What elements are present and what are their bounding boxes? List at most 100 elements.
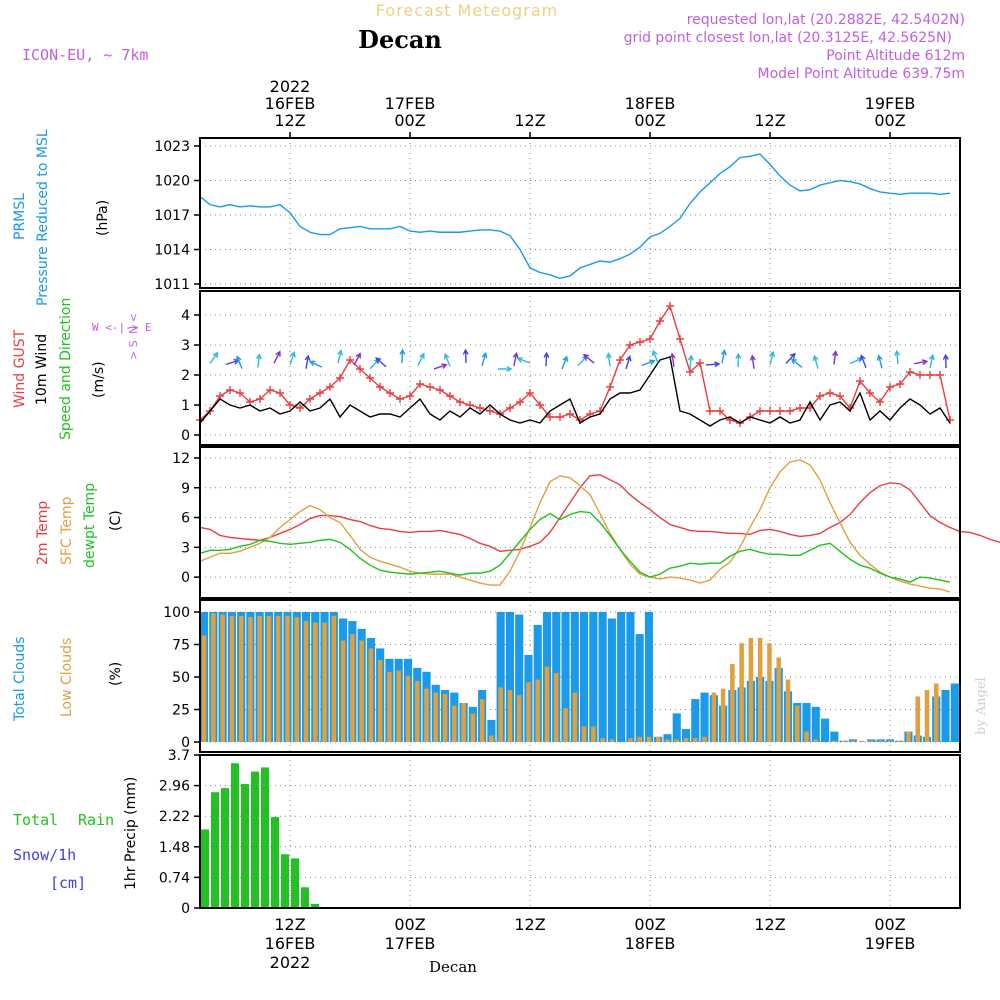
wind-arrow (705, 363, 720, 366)
wind-gust-marker (826, 389, 834, 397)
y-tick-label: 12 (172, 451, 190, 467)
cloud-low-bar (794, 705, 800, 742)
cloud-total-bar (589, 612, 598, 742)
cloud-total-bar (607, 618, 616, 742)
cloud-low-bar (322, 622, 327, 742)
location-title: Decan (358, 25, 442, 54)
y-tick-label: 0 (181, 570, 190, 586)
wind-arrow (785, 353, 796, 364)
cloud-total-bar (672, 713, 681, 742)
wind-gust-marker (616, 356, 624, 364)
wind-arrow (849, 357, 863, 365)
cloud-low-bar (859, 740, 865, 742)
cloud-low-bar (433, 692, 439, 742)
wind-gust-marker (296, 404, 304, 412)
wind-arrowhead (789, 352, 796, 359)
precip-bar (221, 788, 229, 908)
wind-arrowhead (308, 360, 316, 367)
wind-gust-marker (536, 401, 544, 409)
precip-bar (231, 763, 239, 908)
wind-gust-marker (476, 404, 484, 412)
wind-gust-marker (366, 374, 374, 382)
label-low-clouds: Low Clouds (59, 638, 75, 717)
top-time-label: 12Z (754, 111, 785, 130)
wind-arrow (353, 353, 361, 366)
wind-arrow (545, 353, 548, 367)
label-dewpt-temp: dewpt Temp (82, 483, 98, 568)
wind-arrow (309, 360, 323, 368)
cloud-low-bar (720, 688, 726, 742)
y-tick-label: 1.48 (159, 840, 190, 856)
wind-arrow (209, 352, 219, 364)
cloud-low-bar (804, 731, 809, 742)
wind-gust-marker (776, 407, 784, 415)
wind-arrow (751, 355, 755, 369)
cloud-low-bar (507, 690, 513, 742)
wind-gust-marker (906, 368, 914, 376)
wind-gust-marker (606, 383, 614, 391)
wind-arrowhead (651, 349, 658, 357)
wind-gust-marker (716, 407, 724, 415)
cloud-low-bar (887, 740, 893, 742)
cloud-low-bar (498, 687, 503, 742)
bottom-time-label: 12Z (754, 915, 785, 934)
cloud-low-bar (201, 635, 207, 742)
label-wind-gust: Wind GUST (12, 329, 28, 408)
wind-gust-marker (816, 392, 824, 400)
cloud-low-bar (266, 615, 272, 742)
wind-arrowhead (375, 357, 382, 364)
label-wind-unit: (m/s) (91, 361, 107, 398)
cloud-total-bar (570, 612, 579, 742)
wind-arrowhead (894, 349, 901, 357)
cloud-low-bar (711, 692, 717, 742)
wind-gust-marker (396, 395, 404, 403)
cloud-low-bar (220, 614, 225, 742)
wind-arrowhead (714, 361, 721, 368)
panel-frame-5 (199, 754, 961, 909)
cloud-total-bar (496, 612, 505, 742)
wind-arrowhead (419, 352, 425, 359)
label-total-rain-1: Total (13, 811, 58, 829)
cloud-low-bar (479, 699, 485, 742)
bottom-time-label: 12Z (514, 915, 545, 934)
cloud-total-bar (580, 612, 589, 742)
panel-frame-2 (199, 290, 961, 446)
label-snow: Snow/1h (13, 846, 76, 864)
wind-gust-marker (286, 401, 294, 409)
cloud-low-bar (275, 615, 281, 742)
cloud-low-bar (850, 740, 856, 742)
wind-arrow (337, 350, 342, 364)
y-tick-label: 3 (181, 540, 190, 556)
panel-3: 0 3 6 9 12 (172, 447, 1000, 598)
wind-arrowhead (790, 358, 797, 365)
label-snow-unit: [cm] (50, 874, 86, 892)
wind-arrow (878, 355, 883, 369)
precip-bar (311, 903, 319, 908)
requested-lonlat: requested lon,lat (20.2882E, 42.5402N) (687, 12, 965, 28)
y-tick-label: 75 (172, 638, 190, 654)
wind-gust-marker (876, 398, 884, 406)
wind-arrowhead (516, 357, 523, 363)
bottom-time-label: 16FEB (265, 934, 316, 953)
cloud-low-bar (841, 740, 846, 742)
wind-arrowhead (443, 352, 450, 360)
cloud-low-bar (470, 713, 476, 742)
cloud-low-bar (368, 648, 374, 742)
wind-arrowhead (812, 354, 819, 362)
top-time-label: 18FEB (625, 94, 676, 113)
cloud-low-bar (377, 660, 383, 742)
wind-arrow (583, 354, 595, 364)
y-tick-label: 0 (181, 428, 190, 444)
wind-arrowhead (669, 352, 676, 359)
wind-arrowhead (687, 354, 694, 361)
cloud-low-bar (655, 736, 661, 742)
cloud-total-bar (617, 612, 626, 742)
wind-arrow (433, 364, 447, 370)
cloud-total-bar (820, 718, 830, 742)
top-time-label: 00Z (874, 111, 905, 130)
cloud-low-bar (906, 731, 911, 742)
cloud-low-bar (248, 617, 253, 742)
wind-arrow (289, 352, 295, 365)
cloud-total-bar (505, 612, 514, 742)
bottom-time-label: 00Z (874, 915, 905, 934)
